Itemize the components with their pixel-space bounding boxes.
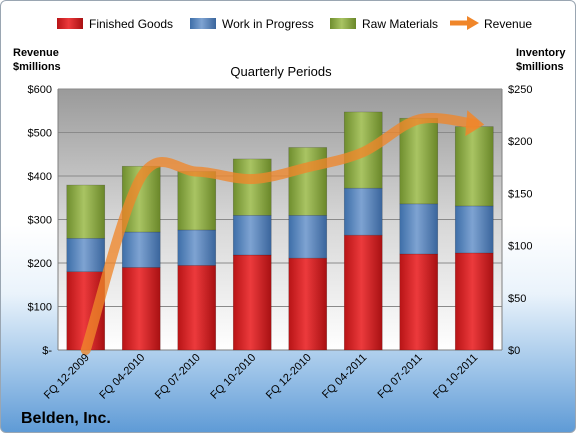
bar-work-in-progress-fq-07-2011: [399, 203, 439, 255]
x-tick-label: FQ 12-2010: [264, 352, 314, 402]
bar-work-in-progress-fq-10-2011: [454, 205, 494, 254]
bar-work-in-progress-fq-12-2009: [66, 237, 106, 273]
right-axis-title-line1: Inventory: [516, 47, 566, 59]
legend-label-revenue: Revenue: [484, 17, 532, 31]
x-tick-label: FQ 04-2010: [97, 352, 147, 402]
right-tick-label: $50: [508, 293, 526, 305]
revenue-line: [80, 110, 485, 355]
bar-finished-goods-fq-12-2010: [288, 257, 328, 351]
x-tick-label: FQ 07-2011: [375, 352, 424, 401]
right-tick-label: $250: [508, 84, 532, 96]
left-tick-label: $300: [28, 215, 52, 227]
revenue-line-arrowhead: [465, 110, 485, 137]
bar-raw-materials-fq-10-2011: [454, 126, 494, 207]
chart-subtitle: Quarterly Periods: [230, 64, 332, 79]
x-tick-label: FQ 04-2011: [320, 352, 369, 401]
right-axis-title-line2: $millions: [516, 61, 564, 73]
left-tick-label: $100: [28, 302, 52, 314]
x-tick-label: FQ 10-2010: [208, 352, 258, 402]
bar-raw-materials-fq-12-2010: [288, 147, 328, 216]
legend-label-work-in-progress: Work in Progress: [222, 17, 314, 31]
left-tick-label: $200: [28, 258, 52, 270]
bar-work-in-progress-fq-10-2010: [232, 215, 272, 256]
bar-raw-materials-fq-07-2010: [177, 171, 217, 231]
stacked-bars: [66, 111, 494, 351]
legend-swatch-revenue: [450, 16, 479, 30]
bar-finished-goods-fq-10-2011: [454, 252, 494, 351]
bar-finished-goods-fq-07-2010: [177, 265, 217, 351]
bar-finished-goods-fq-04-2010: [121, 267, 161, 351]
bar-work-in-progress-fq-12-2010: [288, 215, 328, 259]
bar-finished-goods-fq-07-2011: [399, 253, 439, 351]
legend-swatch-finished-goods: [57, 18, 83, 29]
left-axis-title-line2: $millions: [13, 61, 61, 73]
bar-work-in-progress-fq-07-2010: [177, 229, 217, 266]
right-tick-label: $100: [508, 241, 532, 253]
company-name: Belden, Inc.: [21, 410, 111, 427]
right-tick-label: $200: [508, 136, 532, 148]
right-tick-label: $150: [508, 188, 532, 200]
left-axis-ticks: $- $100 $200 $300 $400 $500 $600: [28, 84, 53, 357]
right-axis-ticks: $0 $50 $100 $150 $200 $250: [508, 84, 532, 357]
legend-swatch-raw-materials: [330, 18, 356, 29]
bar-finished-goods-fq-10-2010: [232, 254, 272, 351]
x-axis-labels: FQ 12-2009 FQ 04-2010 FQ 07-2010 FQ 10-2010…: [42, 352, 480, 402]
left-tick-label: $-: [42, 345, 52, 357]
legend: Finished Goods Work in Progress Raw Mate…: [57, 16, 532, 31]
left-tick-label: $600: [28, 84, 52, 96]
right-tick-label: $0: [508, 345, 520, 357]
bar-raw-materials-fq-10-2010: [232, 158, 272, 216]
legend-label-finished-goods: Finished Goods: [89, 17, 173, 31]
left-tick-label: $500: [28, 128, 52, 140]
left-tick-label: $400: [28, 171, 52, 183]
x-tick-label: FQ 10-2011: [431, 352, 480, 401]
bar-work-in-progress-fq-04-2011: [343, 187, 383, 236]
bar-raw-materials-fq-12-2009: [66, 184, 106, 239]
x-tick-label: FQ 07-2010: [153, 352, 203, 402]
legend-label-raw-materials: Raw Materials: [362, 17, 438, 31]
left-axis-title-line1: Revenue: [13, 47, 59, 59]
legend-swatch-work-in-progress: [190, 18, 216, 29]
x-tick-label: FQ 12-2009: [42, 352, 92, 402]
bar-work-in-progress-fq-04-2010: [121, 231, 161, 268]
bar-finished-goods-fq-04-2011: [343, 234, 383, 351]
revenue-line-path: [80, 113, 480, 355]
